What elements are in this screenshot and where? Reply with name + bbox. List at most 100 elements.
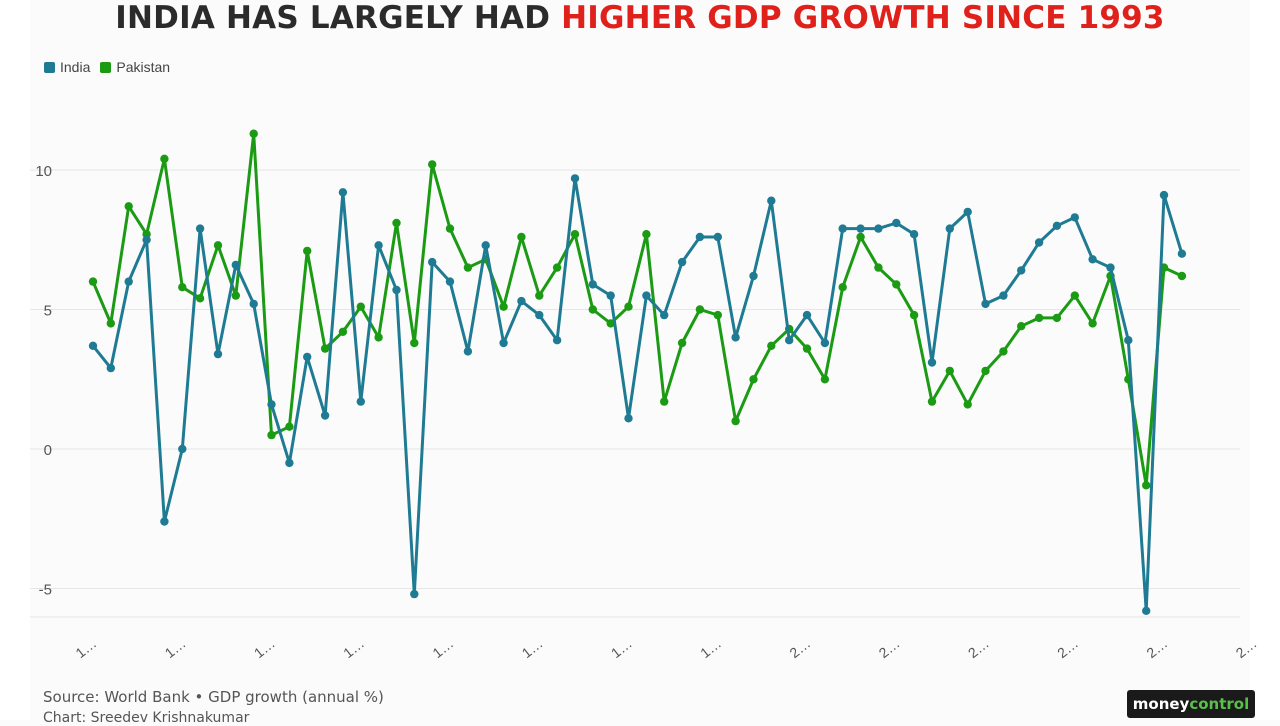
- india-data-point[interactable]: [802, 310, 812, 320]
- india-data-point[interactable]: [1034, 238, 1044, 247]
- pakistan-data-point[interactable]: [392, 218, 401, 228]
- india-data-point[interactable]: [106, 363, 116, 373]
- pakistan-data-point[interactable]: [535, 291, 544, 300]
- pakistan-data-point[interactable]: [1017, 322, 1026, 331]
- pakistan-data-point[interactable]: [1052, 313, 1062, 323]
- pakistan-data-point[interactable]: [1034, 313, 1044, 323]
- india-data-point[interactable]: [285, 458, 294, 468]
- india-data-point[interactable]: [303, 352, 312, 362]
- pakistan-data-point[interactable]: [1070, 291, 1080, 300]
- india-data-point[interactable]: [570, 174, 580, 183]
- india-data-point[interactable]: [178, 444, 187, 454]
- india-data-point[interactable]: [909, 230, 919, 239]
- india-data-point[interactable]: [124, 277, 133, 286]
- pakistan-data-point[interactable]: [88, 277, 98, 286]
- pakistan-data-point[interactable]: [856, 232, 865, 242]
- india-data-point[interactable]: [945, 224, 954, 233]
- india-data-point[interactable]: [142, 235, 151, 244]
- india-data-point[interactable]: [927, 358, 937, 367]
- india-data-point[interactable]: [88, 341, 98, 350]
- pakistan-data-point[interactable]: [963, 400, 972, 409]
- india-data-point[interactable]: [1177, 249, 1187, 258]
- india-data-point[interactable]: [160, 517, 169, 526]
- india-data-point[interactable]: [588, 280, 597, 289]
- india-data-point[interactable]: [267, 400, 276, 409]
- india-data-point[interactable]: [1088, 255, 1097, 264]
- pakistan-data-point[interactable]: [178, 283, 187, 292]
- india-data-point[interactable]: [1142, 606, 1151, 615]
- pakistan-data-point[interactable]: [517, 232, 526, 242]
- india-data-point[interactable]: [392, 285, 401, 295]
- pakistan-data-point[interactable]: [463, 263, 473, 272]
- india-data-point[interactable]: [231, 260, 240, 270]
- pakistan-data-point[interactable]: [445, 224, 455, 233]
- pakistan-data-point[interactable]: [338, 327, 348, 336]
- pakistan-data-point[interactable]: [1088, 319, 1097, 328]
- india-data-point[interactable]: [356, 397, 365, 406]
- india-data-point[interactable]: [445, 277, 455, 286]
- india-data-point[interactable]: [606, 291, 615, 300]
- india-data-point[interactable]: [785, 336, 794, 345]
- pakistan-data-point[interactable]: [1177, 271, 1187, 281]
- india-data-point[interactable]: [1124, 336, 1133, 345]
- pakistan-data-point[interactable]: [124, 202, 133, 211]
- india-data-point[interactable]: [1070, 213, 1080, 222]
- pakistan-data-point[interactable]: [695, 305, 705, 314]
- pakistan-data-point[interactable]: [802, 344, 812, 353]
- pakistan-data-point[interactable]: [160, 154, 169, 163]
- india-data-point[interactable]: [892, 218, 901, 228]
- pakistan-data-point[interactable]: [374, 333, 383, 342]
- india-data-point[interactable]: [999, 291, 1008, 300]
- india-data-point[interactable]: [642, 291, 651, 300]
- india-data-point[interactable]: [677, 257, 687, 267]
- india-data-point[interactable]: [320, 411, 330, 420]
- pakistan-data-point[interactable]: [981, 366, 990, 376]
- pakistan-data-point[interactable]: [838, 283, 847, 292]
- pakistan-data-point[interactable]: [195, 294, 205, 303]
- india-data-point[interactable]: [856, 224, 865, 233]
- india-data-point[interactable]: [517, 296, 526, 306]
- pakistan-data-point[interactable]: [767, 341, 776, 350]
- pakistan-data-point[interactable]: [909, 310, 919, 320]
- india-data-point[interactable]: [338, 188, 348, 197]
- india-data-point[interactable]: [624, 414, 633, 423]
- pakistan-data-point[interactable]: [677, 338, 687, 348]
- legend-item-pakistan[interactable]: Pakistan: [100, 59, 170, 75]
- pakistan-data-point[interactable]: [749, 375, 758, 384]
- india-data-point[interactable]: [410, 589, 419, 599]
- pakistan-data-point[interactable]: [231, 291, 240, 300]
- india-data-point[interactable]: [963, 207, 972, 217]
- india-data-point[interactable]: [481, 241, 490, 250]
- legend-item-india[interactable]: India: [44, 59, 90, 75]
- india-data-point[interactable]: [499, 338, 508, 348]
- pakistan-data-point[interactable]: [552, 263, 562, 272]
- pakistan-data-point[interactable]: [927, 397, 937, 406]
- pakistan-data-point[interactable]: [320, 344, 330, 353]
- india-data-point[interactable]: [749, 271, 758, 281]
- pakistan-data-point[interactable]: [570, 230, 580, 239]
- india-data-point[interactable]: [1106, 263, 1115, 272]
- pakistan-data-point[interactable]: [106, 319, 116, 328]
- pakistan-data-point[interactable]: [303, 246, 312, 256]
- pakistan-data-point[interactable]: [1142, 481, 1151, 490]
- pakistan-data-point[interactable]: [945, 366, 954, 376]
- pakistan-data-point[interactable]: [285, 422, 294, 431]
- india-data-point[interactable]: [731, 333, 740, 342]
- pakistan-data-point[interactable]: [249, 129, 258, 138]
- pakistan-data-point[interactable]: [892, 280, 901, 289]
- india-data-point[interactable]: [428, 257, 437, 267]
- pakistan-data-point[interactable]: [213, 241, 223, 250]
- pakistan-data-point[interactable]: [820, 375, 830, 384]
- india-data-point[interactable]: [713, 232, 722, 242]
- pakistan-data-point[interactable]: [588, 305, 597, 314]
- pakistan-data-point[interactable]: [660, 397, 669, 406]
- india-data-point[interactable]: [195, 224, 205, 233]
- pakistan-data-point[interactable]: [713, 310, 722, 320]
- india-data-point[interactable]: [874, 224, 883, 233]
- india-data-point[interactable]: [249, 299, 258, 309]
- india-data-point[interactable]: [767, 196, 776, 205]
- india-data-point[interactable]: [660, 310, 669, 320]
- india-data-point[interactable]: [463, 347, 473, 356]
- india-data-point[interactable]: [1159, 190, 1169, 200]
- india-data-point[interactable]: [1052, 221, 1062, 230]
